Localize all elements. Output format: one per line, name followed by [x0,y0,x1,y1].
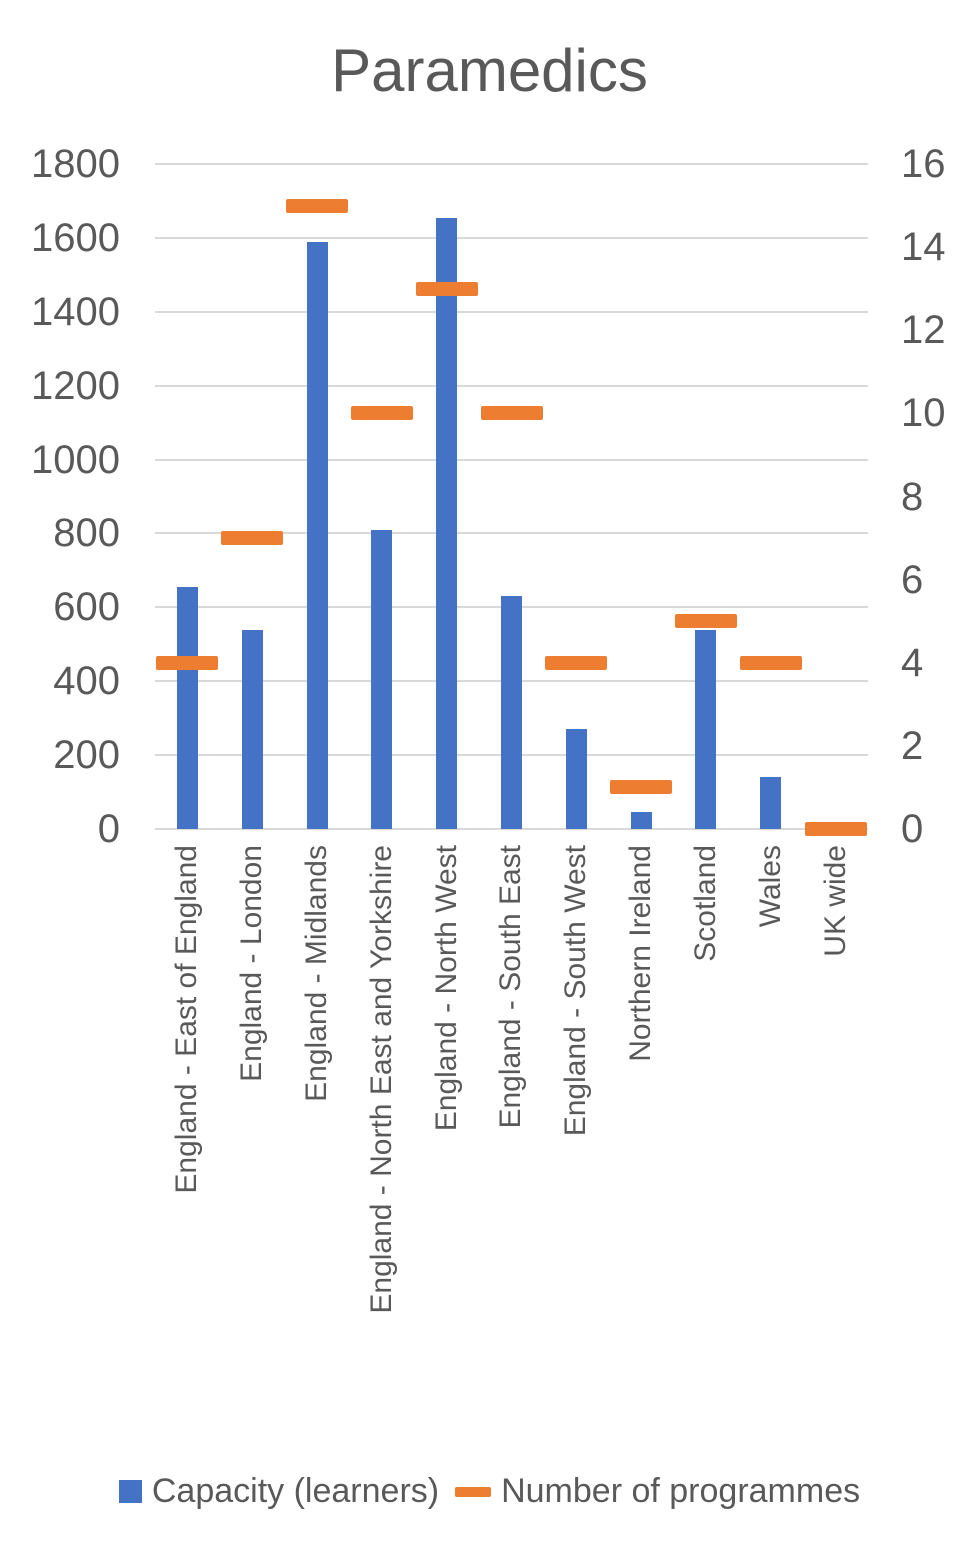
x-axis-category: England - Midlands [285,845,350,1445]
programmes-dash-marker [415,281,478,296]
right-axis-tick-label: 16 [901,142,946,186]
x-axis-category-label: UK wide [818,845,852,957]
x-axis-category: Wales [738,845,803,1445]
capacity-bar [760,777,782,829]
programmes-dash-marker [610,780,673,795]
x-axis-category: England - South East [479,845,544,1445]
legend-item-capacity: Capacity (learners) [118,1472,440,1511]
plot-area [155,163,868,836]
gridline [155,236,868,239]
capacity-bar [371,529,393,829]
right-axis-tick-label: 4 [901,640,924,685]
right-axis-tick-label: 6 [901,557,924,602]
x-axis-category: England - North West [414,845,479,1445]
legend-label-capacity: Capacity (learners) [151,1472,440,1510]
left-axis-tick-label: 1600 [31,215,120,260]
right-axis-tick-label: 0 [901,807,924,851]
gridline [155,828,868,830]
x-axis-category-label: England - Midlands [300,845,334,1102]
x-axis-labels: England - East of England England - Londo… [155,845,868,1445]
x-axis-category: England - East of England [155,845,220,1445]
programmes-dash-marker [350,406,413,421]
legend-item-programmes: Number of programmes [455,1472,860,1511]
programmes-dash-swatch-icon [455,1486,492,1497]
x-axis-category: Scotland [674,845,739,1445]
x-axis-category: England - South West [544,845,609,1445]
x-axis-category-label: England - East of England [170,845,204,1194]
left-axis-tick-label: 0 [97,807,120,851]
capacity-bar [695,629,717,829]
gridline [155,163,868,165]
capacity-bar [436,217,458,829]
x-axis-category-label: England - London [235,845,269,1082]
programmes-dash-marker [286,198,349,213]
left-axis-tick-label: 200 [53,733,120,778]
programmes-dash-marker [221,531,284,546]
programmes-dash-marker [156,655,219,670]
right-axis-programmes: 16 14 12 10 8 6 4 2 0 [901,142,979,851]
x-axis-category-label: England - South East [494,845,528,1129]
right-axis-tick-label: 2 [901,723,924,768]
x-axis-category-label: Wales [753,845,787,928]
x-axis-category-label: Scotland [688,845,722,962]
left-axis-tick-label: 600 [53,585,120,630]
right-axis-tick-label: 12 [901,308,946,353]
capacity-bar [176,587,198,829]
programmes-dash-marker [674,614,737,629]
left-axis-capacity: 1800 1600 1400 1200 1000 800 600 400 200 0 [0,142,120,851]
capacity-bar [565,729,587,829]
x-axis-category: England - London [220,845,285,1445]
chart-title: Paramedics [331,37,648,104]
left-axis-tick-label: 1000 [31,437,120,482]
x-axis-category-label: Northern Ireland [624,845,658,1062]
legend-label-programmes: Number of programmes [501,1472,861,1510]
gridline [155,310,868,313]
left-axis-tick-label: 800 [53,511,120,556]
capacity-square-swatch-icon [118,1480,142,1503]
x-axis-category: UK wide [803,845,868,1445]
left-axis-tick-label: 1800 [31,142,120,186]
left-axis-tick-label: 400 [53,659,120,704]
capacity-bar [501,596,522,829]
left-axis-tick-label: 1200 [31,363,120,408]
right-axis-tick-label: 8 [901,474,924,519]
programmes-dash-marker [739,655,802,670]
capacity-bar [241,629,263,829]
gridline [155,384,868,387]
programmes-dash-marker [804,822,867,836]
x-axis-category: England - North East and Yorkshire [349,845,414,1445]
capacity-bar [306,241,328,829]
x-axis-category-label: England - South West [559,845,593,1137]
programmes-dash-marker [480,406,543,421]
programmes-dash-marker [545,655,608,670]
x-axis-category-label: England - North East and Yorkshire [364,845,398,1314]
x-axis-category: Northern Ireland [609,845,674,1445]
right-axis-tick-label: 10 [901,391,946,436]
right-axis-tick-label: 14 [901,225,946,270]
capacity-bar [630,812,652,829]
legend: Capacity (learners) Number of programmes [0,1472,979,1511]
gridline [155,458,868,461]
x-axis-category-label: England - North West [429,845,463,1132]
gridline [155,532,868,535]
left-axis-tick-label: 1400 [31,289,120,334]
